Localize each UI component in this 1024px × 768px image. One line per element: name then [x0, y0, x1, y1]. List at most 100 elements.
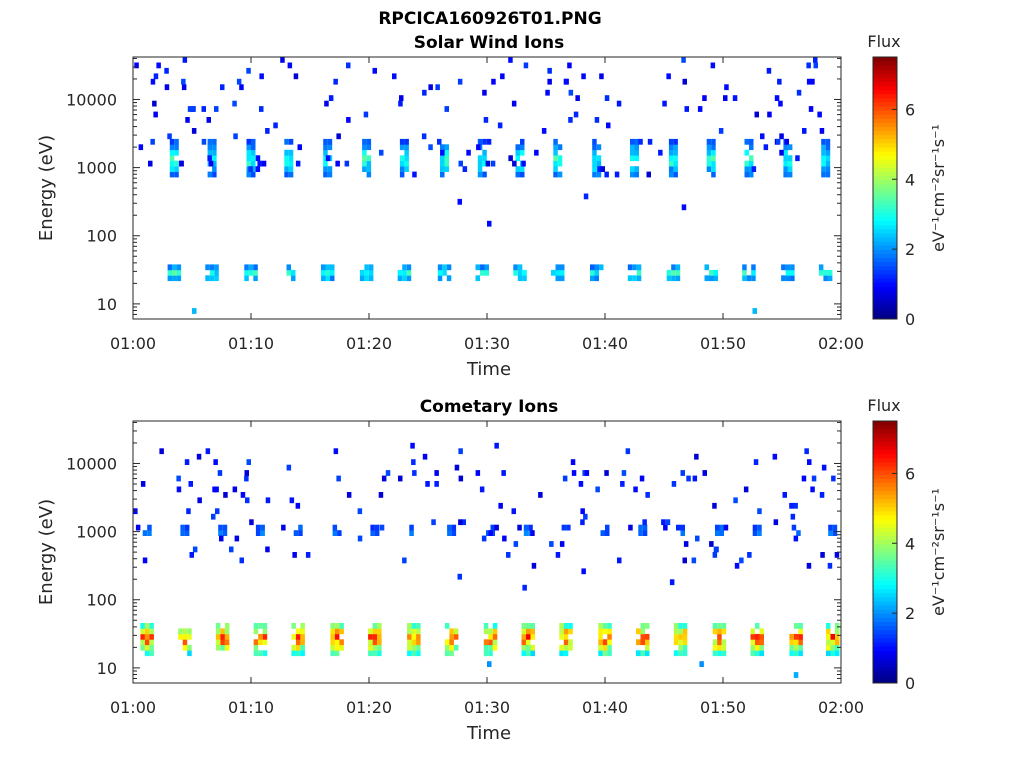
solar-wind-cell [744, 171, 749, 178]
solar-wind-cell [212, 155, 217, 162]
cometary-point [819, 492, 825, 498]
solar-wind-cell [362, 144, 367, 151]
cometary-cell [453, 633, 459, 640]
solar-wind-cell [169, 160, 175, 167]
cometary-colorbar-step [873, 441, 897, 446]
cometary-point [240, 492, 246, 498]
cometary-point [192, 546, 198, 553]
solar-wind-colorbar-step [873, 257, 897, 263]
solar-wind-point [466, 149, 471, 156]
solar-wind-point [297, 144, 302, 151]
solar-wind-colorbar-step [873, 130, 897, 136]
cometary-colorbar-step [873, 531, 897, 537]
cometary-y-tick-label: 100 [86, 591, 117, 610]
cometary-cell [224, 639, 230, 646]
solar-wind-cell [787, 155, 793, 162]
solar-wind-point [346, 117, 351, 123]
solar-wind-point [152, 100, 157, 107]
cometary-cell [339, 623, 344, 629]
cometary-cell [717, 650, 722, 657]
cometary-colorbar-step [873, 556, 897, 561]
cometary-cell [407, 633, 412, 640]
cometary-colorbar-step [873, 637, 897, 643]
solar-wind-x-label: Time [466, 359, 511, 380]
cometary-cell [144, 650, 150, 657]
solar-wind-point [265, 128, 270, 134]
cometary-y-ticks: 10 100 1000 10000 [66, 421, 841, 684]
cometary-cell [793, 633, 799, 640]
solar-wind-cell [404, 144, 409, 151]
cometary-cell [568, 644, 573, 651]
solar-wind-cell [825, 160, 831, 167]
cometary-cell [645, 650, 650, 657]
solar-wind-cell [176, 269, 182, 276]
cometary-point [747, 552, 752, 558]
solar-wind-colorbar-step [873, 249, 897, 254]
solar-wind-cell [362, 149, 367, 156]
cometary-point [379, 524, 385, 531]
solar-wind-point [808, 106, 814, 112]
solar-wind-point [810, 78, 815, 85]
solar-wind-point [150, 138, 155, 145]
solar-wind-colorbar-step [873, 302, 897, 308]
cometary-cell [682, 639, 688, 646]
solar-wind-cell [214, 264, 219, 271]
cometary-cell [492, 628, 498, 635]
cometary-colorbar-step [873, 547, 897, 553]
solar-wind-cell [787, 166, 793, 172]
solar-wind-point [287, 62, 293, 69]
solar-wind-point [325, 155, 331, 162]
solar-wind-colorbar-tick-label: 0 [905, 310, 915, 329]
solar-wind-point [248, 166, 253, 172]
cometary-cell [330, 633, 335, 640]
solar-wind-cell [207, 171, 213, 178]
cometary-point [176, 475, 181, 482]
cometary-cell [488, 633, 493, 640]
solar-wind-cell [484, 264, 489, 271]
solar-wind-colorbar-step [873, 196, 897, 201]
solar-wind-colorbar: 0 2 4 6 [872, 56, 915, 329]
cometary-cell [721, 628, 727, 635]
cometary-cell [444, 623, 450, 629]
cometary-cell [260, 530, 265, 536]
solar-wind-cell [330, 269, 335, 276]
solar-wind-cell [636, 269, 642, 276]
cometary-colorbar-step [873, 498, 897, 504]
cometary-cell [377, 650, 382, 657]
cometary-point [580, 519, 585, 526]
cometary-cell [598, 639, 603, 646]
solar-wind-colorbar-step [873, 142, 897, 148]
cometary-point [820, 552, 825, 558]
cometary-cell [144, 644, 150, 651]
cometary-cell [826, 644, 831, 651]
cometary-point [481, 535, 487, 542]
solar-wind-point [819, 128, 825, 134]
solar-wind-point [346, 62, 351, 69]
cometary-cell [184, 530, 190, 536]
cometary-cell [224, 633, 230, 640]
solar-wind-cell [673, 138, 678, 145]
solar-wind-point [236, 78, 242, 85]
cometary-point [773, 519, 779, 526]
cometary-colorbar-step [873, 449, 897, 455]
cometary-cell [835, 633, 840, 640]
cometary-cell [673, 650, 679, 657]
cometary-cell [796, 530, 801, 536]
cometary-cell [568, 623, 573, 629]
solar-wind-cell [482, 171, 487, 178]
cometary-x-tick-label: 01:00 [110, 698, 156, 717]
cometary-cell [521, 639, 526, 646]
solar-wind-point [462, 166, 468, 172]
solar-wind-cell [327, 144, 333, 151]
solar-wind-point [328, 95, 334, 101]
cometary-colorbar-step [873, 437, 897, 442]
solar-wind-cell [706, 138, 712, 145]
solar-wind-colorbar-step [873, 286, 897, 291]
cometary-cell [144, 623, 150, 629]
solar-wind-cell [713, 275, 718, 282]
solar-wind-point [523, 62, 529, 69]
cometary-cell [640, 633, 645, 640]
cometary-cell [678, 623, 683, 629]
solar-wind-point [784, 138, 789, 145]
cometary-cell [530, 633, 535, 640]
